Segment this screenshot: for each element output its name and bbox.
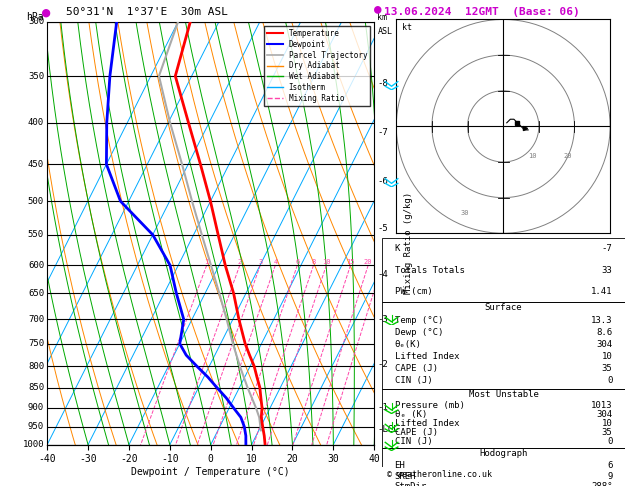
- Text: 288°: 288°: [591, 482, 613, 486]
- Text: 4: 4: [273, 260, 277, 265]
- Legend: Temperature, Dewpoint, Parcel Trajectory, Dry Adiabat, Wet Adiabat, Isotherm, Mi: Temperature, Dewpoint, Parcel Trajectory…: [264, 26, 370, 106]
- Text: 8: 8: [311, 260, 316, 265]
- Text: -2: -2: [377, 360, 388, 368]
- Text: θₑ (K): θₑ (K): [394, 410, 427, 419]
- Text: 15: 15: [346, 260, 355, 265]
- Text: hPa: hPa: [26, 12, 44, 22]
- Text: ASL: ASL: [377, 27, 392, 36]
- Text: 500: 500: [28, 197, 44, 206]
- Text: 304: 304: [596, 410, 613, 419]
- Text: 450: 450: [28, 160, 44, 169]
- Text: θₑ(K): θₑ(K): [394, 340, 421, 349]
- Text: 13.06.2024  12GMT  (Base: 06): 13.06.2024 12GMT (Base: 06): [384, 7, 579, 17]
- Text: 0: 0: [607, 437, 613, 446]
- Text: 33: 33: [602, 266, 613, 275]
- X-axis label: Dewpoint / Temperature (°C): Dewpoint / Temperature (°C): [131, 467, 290, 477]
- Text: -1: -1: [377, 403, 388, 412]
- Text: 600: 600: [28, 261, 44, 270]
- Text: CAPE (J): CAPE (J): [394, 364, 438, 373]
- Text: K: K: [394, 244, 400, 253]
- Text: 0: 0: [607, 376, 613, 385]
- Text: Most Unstable: Most Unstable: [469, 390, 538, 399]
- Text: -6: -6: [377, 176, 388, 186]
- Text: 850: 850: [28, 383, 44, 392]
- Text: 13.3: 13.3: [591, 316, 613, 325]
- Text: 300: 300: [28, 17, 44, 26]
- Text: km: km: [377, 13, 387, 22]
- Text: 950: 950: [28, 422, 44, 431]
- Text: -3: -3: [377, 315, 388, 324]
- Text: -4: -4: [377, 270, 388, 279]
- Text: SREH: SREH: [394, 472, 416, 481]
- Text: -5: -5: [377, 225, 388, 233]
- Text: 1000: 1000: [23, 440, 44, 449]
- Text: 650: 650: [28, 289, 44, 298]
- Text: 1: 1: [204, 260, 209, 265]
- Text: 10: 10: [602, 352, 613, 361]
- Text: 20: 20: [564, 154, 572, 159]
- Text: -8: -8: [377, 79, 388, 88]
- Text: Totals Totals: Totals Totals: [394, 266, 464, 275]
- Text: 20: 20: [364, 260, 372, 265]
- Text: Hodograph: Hodograph: [479, 450, 528, 458]
- Bar: [382, 448, 625, 486]
- Text: ●: ●: [374, 2, 382, 16]
- Text: Mixing Ratio (g/kg): Mixing Ratio (g/kg): [404, 192, 413, 294]
- Bar: [382, 389, 625, 448]
- Text: Surface: Surface: [485, 303, 522, 312]
- Text: 6: 6: [295, 260, 299, 265]
- Text: -LCL: -LCL: [377, 425, 399, 434]
- Text: -7: -7: [377, 128, 388, 137]
- Text: 900: 900: [28, 403, 44, 412]
- Text: EH: EH: [394, 462, 405, 470]
- Text: 6: 6: [607, 462, 613, 470]
- Text: StmDir: StmDir: [394, 482, 427, 486]
- Text: 304: 304: [596, 340, 613, 349]
- Text: Temp (°C): Temp (°C): [394, 316, 443, 325]
- Text: CAPE (J): CAPE (J): [394, 428, 438, 437]
- Text: 8.6: 8.6: [596, 328, 613, 337]
- Text: CIN (J): CIN (J): [394, 376, 432, 385]
- Text: 3: 3: [258, 260, 262, 265]
- Text: 2: 2: [238, 260, 242, 265]
- Text: 50°31'N  1°37'E  30m ASL: 50°31'N 1°37'E 30m ASL: [66, 7, 228, 17]
- Text: Lifted Index: Lifted Index: [394, 352, 459, 361]
- Bar: [382, 238, 625, 302]
- Bar: [382, 302, 625, 389]
- Text: ●: ●: [42, 5, 50, 19]
- Text: © weatheronline.co.uk: © weatheronline.co.uk: [387, 469, 492, 479]
- Text: kt: kt: [402, 23, 411, 32]
- Text: 1.41: 1.41: [591, 287, 613, 296]
- Text: 10: 10: [528, 154, 537, 159]
- Text: 400: 400: [28, 119, 44, 127]
- Text: 35: 35: [602, 364, 613, 373]
- Text: 700: 700: [28, 315, 44, 324]
- Text: CIN (J): CIN (J): [394, 437, 432, 446]
- Text: -7: -7: [602, 244, 613, 253]
- Text: 800: 800: [28, 362, 44, 371]
- Text: 750: 750: [28, 339, 44, 348]
- Text: Pressure (mb): Pressure (mb): [394, 401, 464, 410]
- Text: 35: 35: [602, 428, 613, 437]
- Text: 350: 350: [28, 71, 44, 81]
- Text: 10: 10: [602, 419, 613, 428]
- Text: Lifted Index: Lifted Index: [394, 419, 459, 428]
- Text: 10: 10: [322, 260, 331, 265]
- Text: 30: 30: [460, 210, 469, 216]
- Text: 1013: 1013: [591, 401, 613, 410]
- Text: PW (cm): PW (cm): [394, 287, 432, 296]
- Text: Dewp (°C): Dewp (°C): [394, 328, 443, 337]
- Text: 9: 9: [607, 472, 613, 481]
- Text: 550: 550: [28, 230, 44, 239]
